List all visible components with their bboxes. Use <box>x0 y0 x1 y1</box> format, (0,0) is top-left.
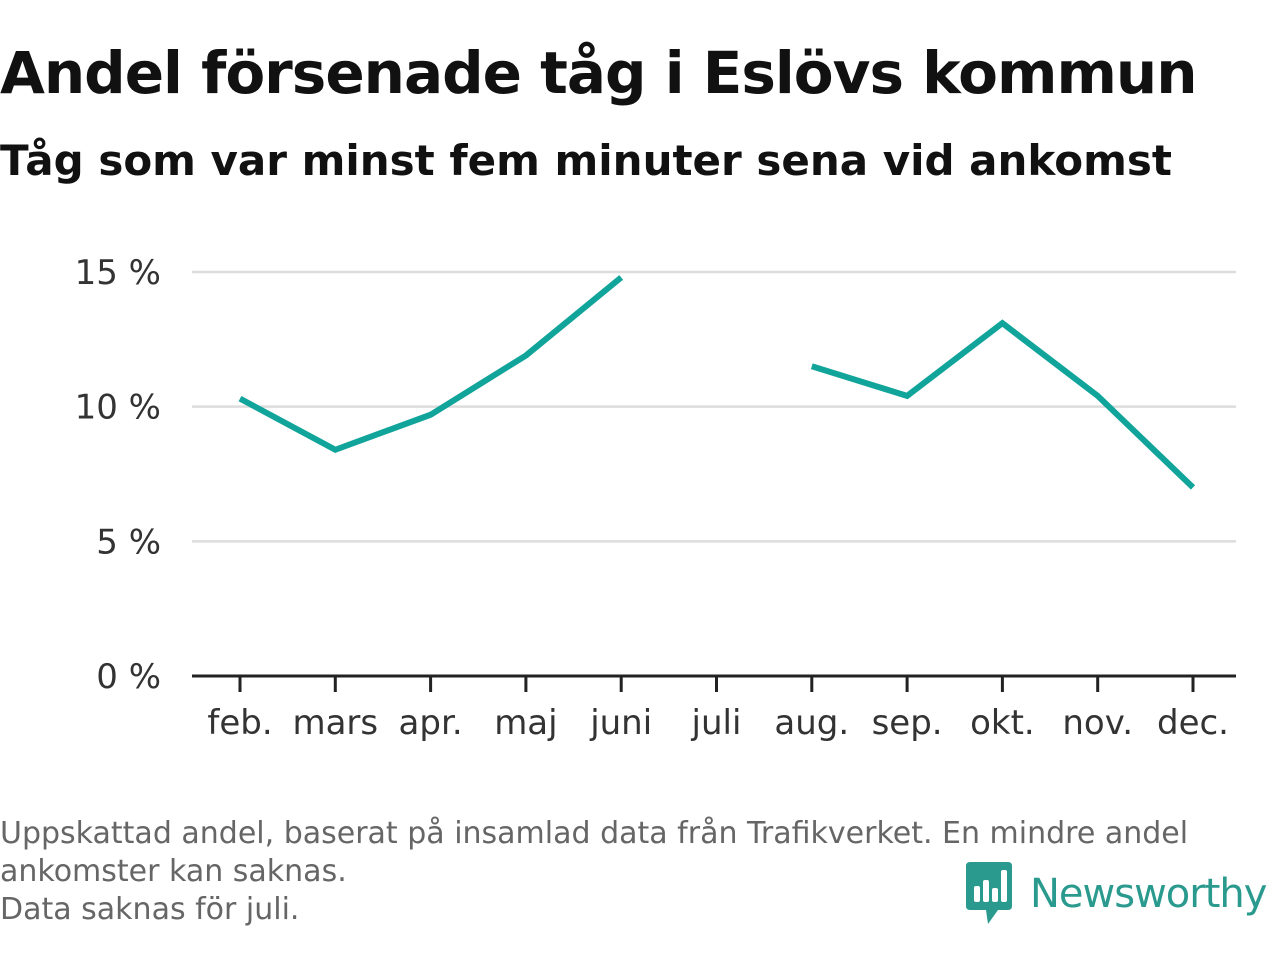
x-tick-label: nov. <box>1062 703 1133 743</box>
x-tick-label: maj <box>494 703 557 743</box>
y-axis-labels: 0 % 5 % 10 % 15 % <box>75 253 161 697</box>
x-tick-label: sep. <box>872 703 943 743</box>
x-tick-label: juli <box>691 703 742 743</box>
x-tick-label: mars <box>292 703 378 743</box>
chart-subtitle: Tåg som var minst fem minuter sena vid a… <box>0 136 1172 185</box>
gridlines <box>192 270 1236 543</box>
footnote-line-1: Uppskattad andel, baserat på insamlad da… <box>0 816 1189 851</box>
newsworthy-logo-icon <box>966 862 1012 924</box>
footnote: Uppskattad andel, baserat på insamlad da… <box>0 815 1270 929</box>
series-lines <box>238 275 1196 490</box>
brand-logo: Newsworthy <box>964 862 1267 926</box>
x-tick-label: aug. <box>774 703 849 743</box>
y-tick-label: 5 % <box>96 522 161 562</box>
x-tick-label: feb. <box>207 703 272 743</box>
y-tick-label: 0 % <box>96 657 161 697</box>
footnote-line-3: Data saknas för juli. <box>0 892 300 927</box>
brand-name: Newsworthy <box>1030 871 1267 917</box>
x-tick-label: dec. <box>1157 703 1229 743</box>
y-tick-label: 15 % <box>75 253 161 293</box>
series-line <box>238 275 624 454</box>
series-line <box>810 319 1196 490</box>
chart-title: Andel försenade tåg i Eslövs kommun <box>0 39 1197 107</box>
footnote-line-2: ankomster kan saknas. <box>0 854 347 889</box>
x-axis: feb. mars apr. maj juni juli aug. sep. okt. nov. d… <box>192 674 1236 743</box>
y-tick-label: 10 % <box>75 388 161 428</box>
x-tick-label: juni <box>589 703 652 743</box>
x-tick-label: okt. <box>970 703 1035 743</box>
x-tick-label: apr. <box>399 703 463 743</box>
